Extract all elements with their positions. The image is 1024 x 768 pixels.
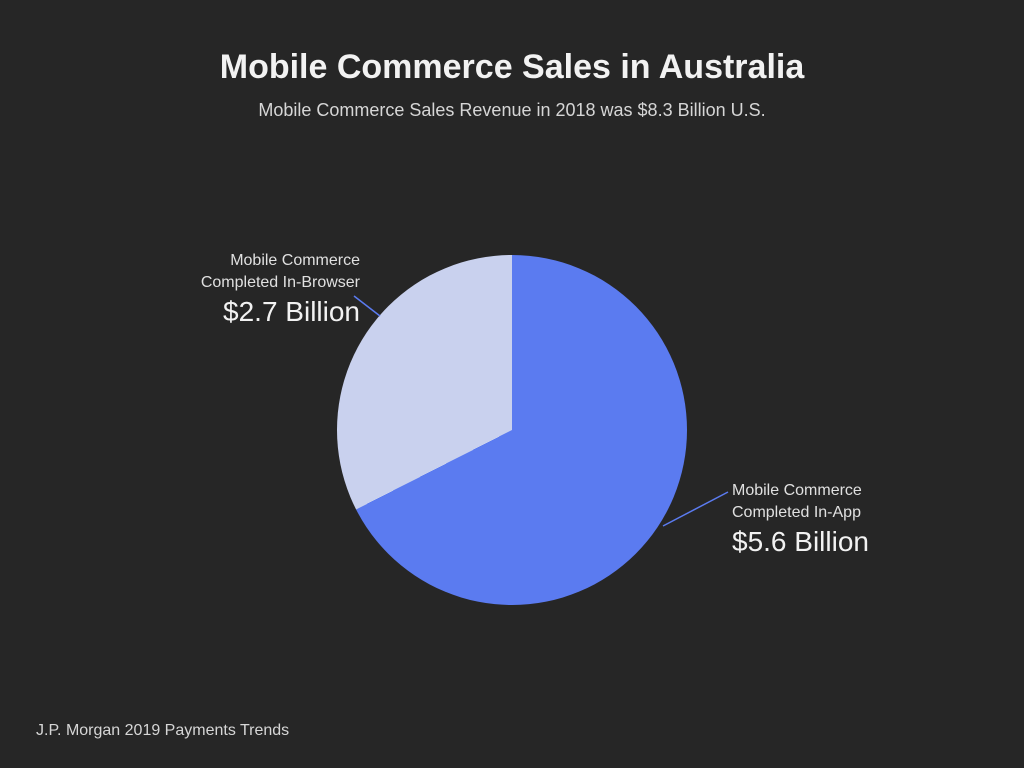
chart-subtitle: Mobile Commerce Sales Revenue in 2018 wa… <box>0 100 1024 121</box>
pie-chart <box>337 255 687 605</box>
label-in-browser: Mobile CommerceCompleted In-Browser $2.7… <box>140 250 360 331</box>
footer-source: J.P. Morgan 2019 Payments Trends <box>36 722 289 740</box>
label-in-browser-small: Mobile CommerceCompleted In-Browser <box>140 250 360 293</box>
label-in-app-big: $5.6 Billion <box>732 523 869 561</box>
pie-disc <box>337 255 687 605</box>
label-in-app: Mobile CommerceCompleted In-App $5.6 Bil… <box>732 480 869 561</box>
label-in-browser-big: $2.7 Billion <box>140 293 360 331</box>
chart-canvas: Mobile Commerce Sales in Australia Mobil… <box>0 0 1024 768</box>
chart-title: Mobile Commerce Sales in Australia <box>0 48 1024 87</box>
label-in-app-small: Mobile CommerceCompleted In-App <box>732 480 869 523</box>
